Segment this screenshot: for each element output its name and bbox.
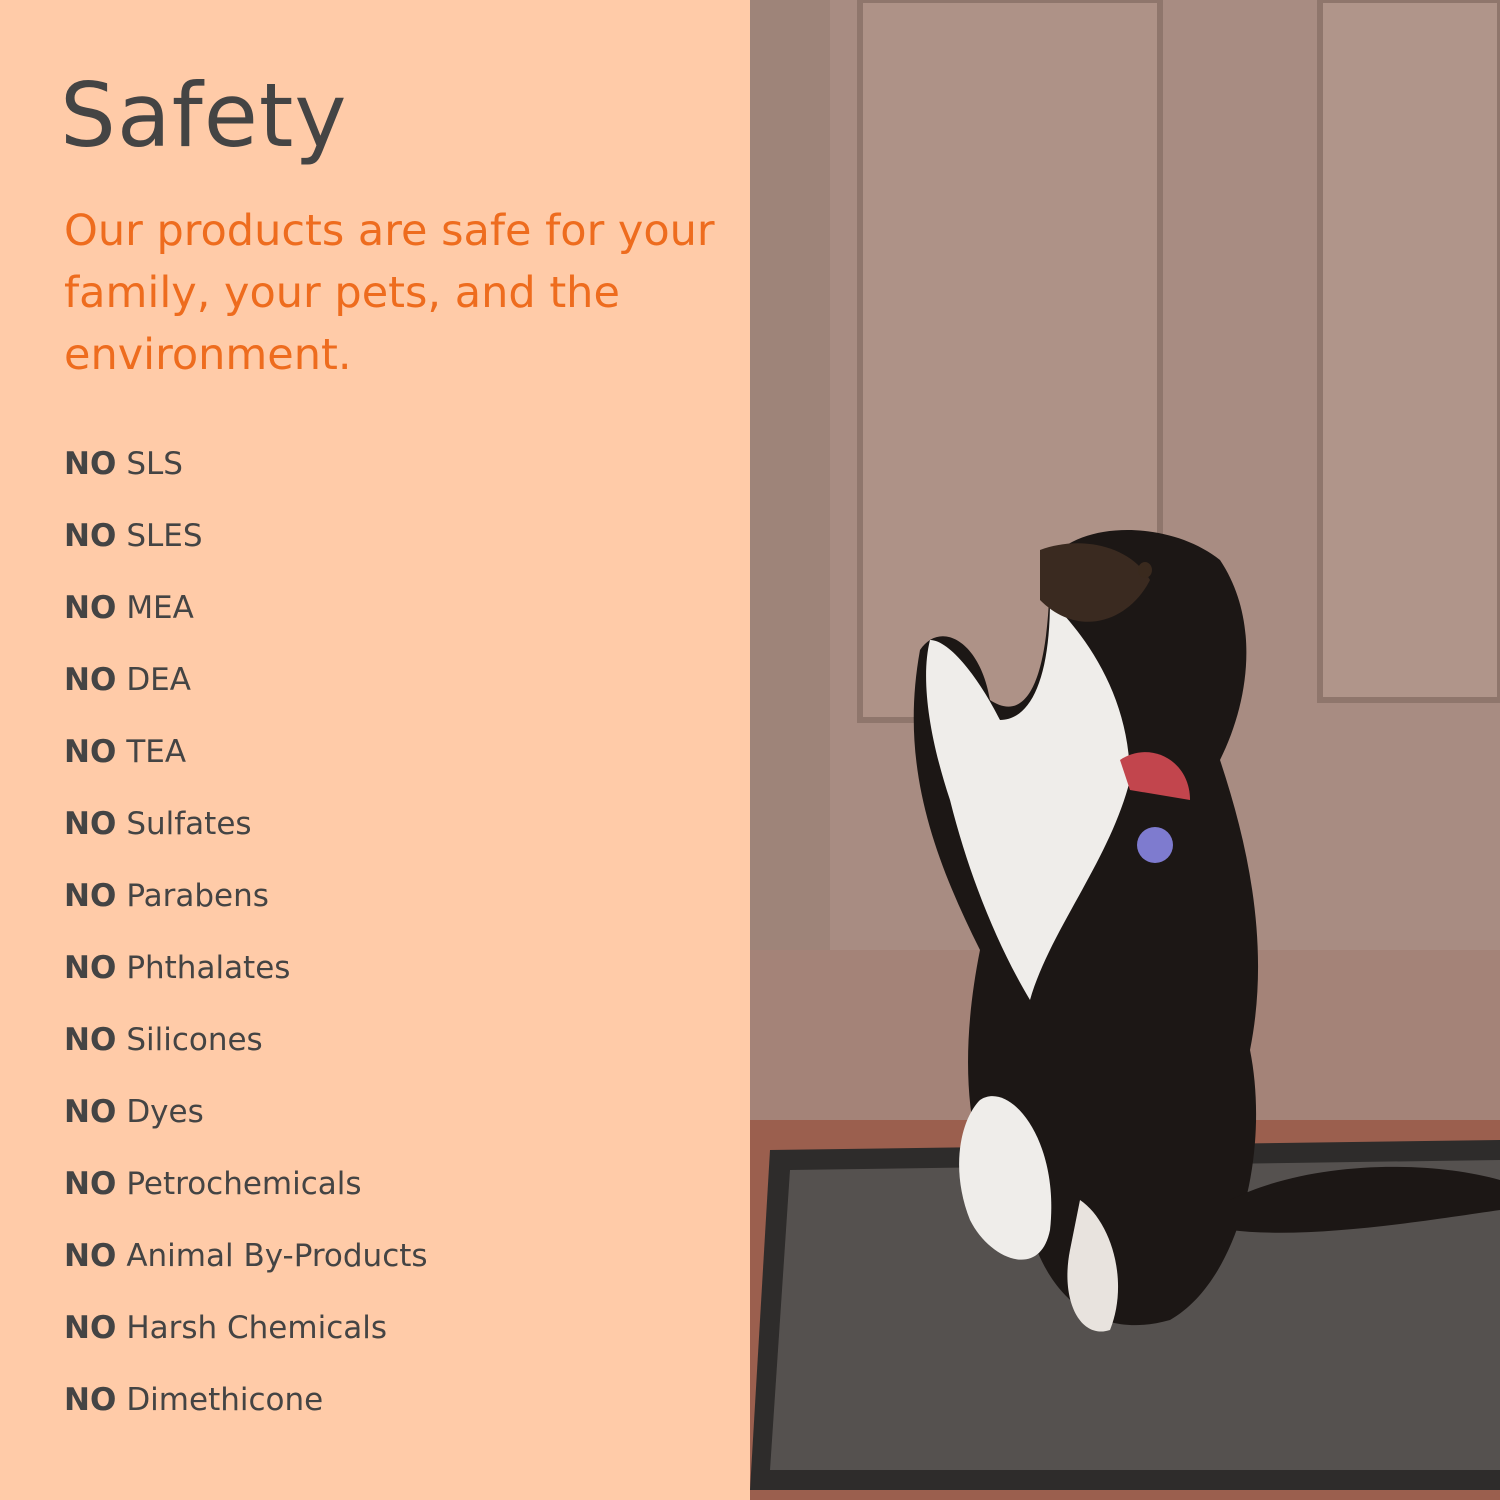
no-prefix: NO [64,734,117,770]
no-prefix: NO [64,1238,117,1274]
no-prefix: NO [64,662,117,698]
list-item: NO Dyes [64,1088,428,1160]
subtitle: Our products are safe for your family, y… [64,206,715,380]
no-prefix: NO [64,1382,117,1418]
list-item: NO Harsh Chemicals [64,1304,428,1376]
collar-tag [1137,827,1173,863]
list-item: NO TEA [64,728,428,800]
text-panel: Safety Our products are safe for your fa… [60,64,715,1448]
no-prefix: NO [64,806,117,842]
list-item: NO SLES [64,512,428,584]
page-title: Safety [60,64,348,167]
ingredient-free-list: NO SLS NO SLES NO MEA NO DEA NO TEA NO Sulfates NO Pa… [64,440,428,1448]
list-item: NO SLS [64,440,428,512]
ingredient-name: Dyes [126,1094,204,1130]
no-prefix: NO [64,590,117,626]
no-prefix: NO [64,950,117,986]
collar [1120,752,1190,800]
ingredient-name: DEA [126,662,191,698]
list-item: NO Petrochemicals [64,1160,428,1232]
ingredient-name: Petrochemicals [126,1166,362,1202]
ingredient-name: Sulfates [126,806,252,842]
list-item: NO Silicones [64,1016,428,1088]
ingredient-name: Dimethicone [126,1382,324,1418]
ingredient-name: SLS [126,446,183,482]
no-prefix: NO [64,1022,117,1058]
ingredient-name: SLES [126,518,203,554]
no-prefix: NO [64,518,117,554]
list-item: NO Parabens [64,872,428,944]
no-prefix: NO [64,446,117,482]
no-prefix: NO [64,1310,117,1346]
list-item: NO Animal By-Products [64,1232,428,1304]
list-item: NO MEA [64,584,428,656]
no-prefix: NO [64,878,117,914]
no-prefix: NO [64,1094,117,1130]
ingredient-name: Harsh Chemicals [126,1310,387,1346]
ingredient-name: TEA [126,734,187,770]
list-item: NO DEA [64,656,428,728]
ingredient-name: MEA [126,590,194,626]
list-item: NO Sulfates [64,800,428,872]
ingredient-name: Silicones [126,1022,263,1058]
ingredient-name: Parabens [126,878,269,914]
dog [913,530,1500,1332]
ingredient-name: Animal By-Products [126,1238,428,1274]
no-prefix: NO [64,1166,117,1202]
ingredient-name: Phthalates [126,950,291,986]
list-item: NO Phthalates [64,944,428,1016]
door-panel-right [1317,0,1500,703]
list-item: NO Dimethicone [64,1376,428,1448]
dog-photo [750,0,1500,1500]
